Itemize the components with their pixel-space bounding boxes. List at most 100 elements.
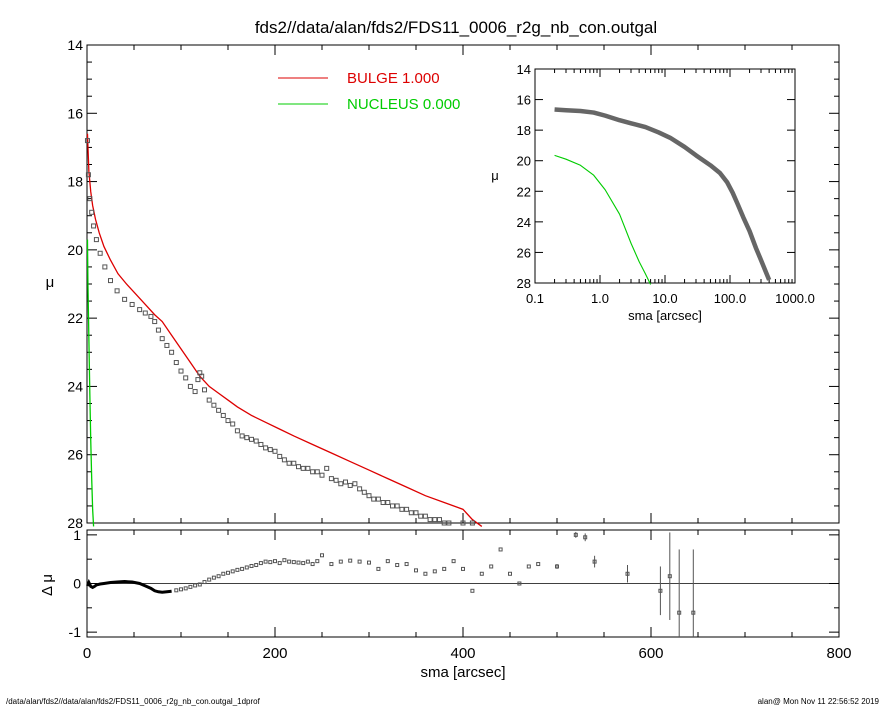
residual-data-point [338,559,343,564]
main-data-point [324,465,330,471]
main-data-point [385,500,391,506]
main-data-point [216,407,222,413]
inset-series [554,107,772,285]
residual-data-point [230,569,235,574]
main-data-point [380,500,386,506]
main-data-point [244,435,250,441]
residual-data-point [385,559,390,564]
main-y-tick-label: 18 [67,174,83,190]
residual-data-point [174,588,179,593]
residual-data-point [211,575,216,580]
inset-x-tick-label: 1000.0 [775,291,815,306]
main-data-point [343,479,348,485]
legend: BULGE 1.000 NUCLEUS 0.000 [278,70,460,113]
residual-data-point [207,577,212,582]
main-data-point [206,397,212,403]
main-data-point [183,375,189,381]
main-y-axis-label: μ [46,274,55,291]
main-data-point [404,506,410,512]
main-data-point [357,486,363,492]
main-data-point [155,327,161,333]
residual-data-point [470,588,475,593]
residual-error-point [658,588,663,593]
main-data-point [286,460,292,466]
residual-panel: 10-10 200 400 600 800 Δ μ sma [arcsec] [39,527,852,681]
main-data-point [347,482,353,488]
residual-data-point [536,562,541,567]
main-data-point [93,237,99,243]
main-data-point [199,373,205,379]
main-data-point [272,448,278,454]
residual-y-tick-label: -1 [69,624,82,640]
residual-data-point [357,559,362,564]
residual-data-point [404,562,409,567]
main-data-point [441,520,447,526]
main-y-tick-label: 24 [67,378,83,394]
main-data-point [338,481,344,487]
main-data-point [230,421,236,427]
inset-y-tick-label: 14 [517,62,531,77]
main-data-point [469,520,475,526]
main-data-point [195,377,201,383]
main-data-point [169,349,175,355]
main-data-point [418,513,424,519]
main-data-point [114,288,120,294]
residual-x-tick-label: 400 [450,645,475,662]
main-data-point [137,307,143,313]
residual-data-point [193,583,198,588]
main-data-point [310,469,316,475]
residual-data-point [240,566,245,571]
residual-data-point [305,559,310,564]
inset-x-tick-label: 100.0 [714,291,747,306]
main-data-point [178,368,184,374]
legend-label-nucleus: NUCLEUS 0.000 [347,96,460,113]
inset-y-tick-label: 18 [517,123,531,138]
footer-file-path: /data/alan/fds2//data/alan/fds2/FDS11_00… [6,697,260,706]
main-data-point [159,336,165,342]
residual-data-point [414,568,418,573]
main-data-point [333,477,339,483]
main-data-point [142,310,148,316]
residual-error-point [625,571,630,576]
main-data-point [87,196,93,202]
residual-error-point [677,610,682,615]
residual-x-axis-label: sma [arcsec] [420,664,505,681]
residual-data-point [282,558,287,563]
main-y-tick-label: 26 [67,447,83,463]
main-data-point [413,510,419,516]
inset-profile-line [554,107,772,281]
main-data-point [225,418,231,424]
residual-error-point [667,574,672,579]
residual-data-point [526,564,531,569]
main-data-point [427,517,433,523]
main-data-point [390,503,395,509]
main-data-point [129,301,135,307]
main-data-point [432,517,438,523]
main-data-point [300,465,306,471]
residual-data-point [376,566,381,571]
main-series [84,133,483,527]
residual-data-point [216,574,221,579]
main-data-point [352,481,358,487]
residual-data-point [183,586,188,591]
main-data-point [408,510,414,516]
main-data-point [122,296,128,302]
residual-error-point [555,564,559,569]
residual-data-point [244,565,249,570]
inset-panel-background [535,69,795,283]
inset-x-tick-label: 0.1 [526,291,544,306]
main-data-point [460,520,466,526]
main-data-point [281,457,287,463]
inset-profile-line [554,154,652,285]
main-data-point [422,513,428,519]
main-data-point [361,489,367,495]
residual-data-point [479,571,484,576]
residual-inner-line [86,578,172,594]
main-y-tick-label: 22 [67,310,83,326]
residual-data-point [221,571,226,576]
residual-data-point [498,547,503,552]
residual-data-point [320,553,324,558]
main-panel: 14 16 18 20 22 24 26 28 μ BULGE 1.000 NUCLEUS 0… [46,37,840,531]
main-data-point [211,402,217,408]
residual-x-tick-label: 800 [826,645,851,662]
